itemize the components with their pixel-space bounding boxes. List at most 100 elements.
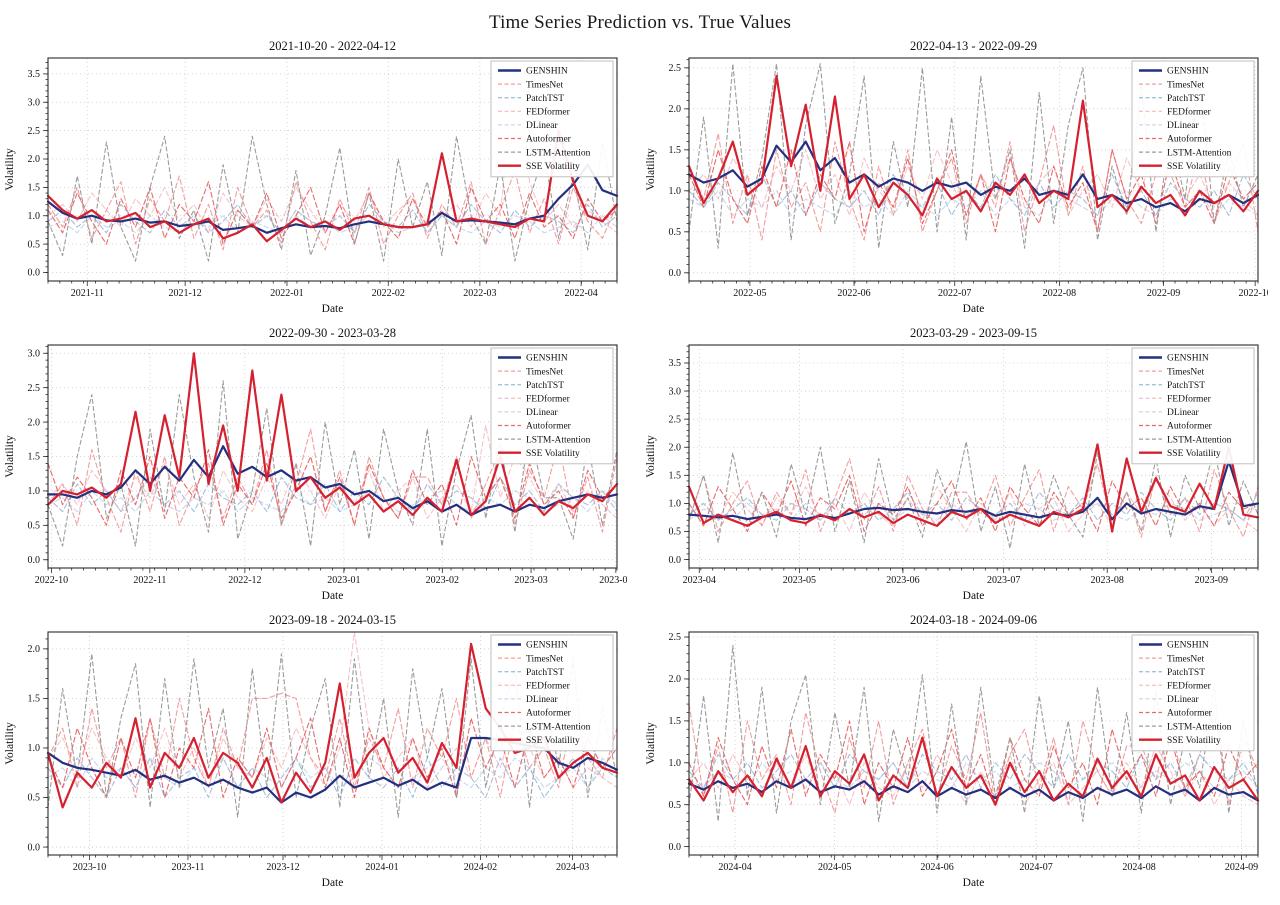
x-tick-label: 2023-11	[171, 862, 204, 873]
legend-item: Autoformer	[498, 421, 572, 432]
y-tick-label: 2.0	[28, 417, 41, 428]
series-line-sse-volatility	[687, 74, 1260, 217]
legend-item: SSE Volatility	[498, 449, 580, 459]
y-axis-label: Volatility	[4, 148, 16, 191]
axis-ticks	[43, 638, 618, 860]
legend-label: SSE Volatility	[526, 449, 580, 459]
legend-item: Autoformer	[1139, 134, 1213, 145]
legend-item: TimesNet	[1139, 654, 1204, 664]
subplot-4: 0.0 0.5 1.0 1.5 2.0 2.5 3.0 3.5 2023-04 2023-05 20…	[643, 325, 1278, 610]
series-line-patchtst	[47, 203, 618, 234]
legend-item: DLinear	[498, 408, 558, 418]
y-tick-label: 2.0	[669, 442, 682, 453]
legend-label: PatchTST	[1167, 668, 1205, 678]
x-axis-label: Date	[322, 877, 344, 889]
x-tick-label: 2023-06	[886, 575, 919, 586]
series-line-dlinear	[47, 490, 618, 513]
legend-label: SSE Volatility	[1167, 162, 1221, 172]
legend-label: LSTM-Attention	[526, 148, 591, 158]
legend-item: SSE Volatility	[1139, 736, 1221, 746]
y-tick-label: 1.0	[669, 758, 682, 769]
series-line-autoformer	[47, 181, 618, 245]
axis-ticks	[684, 345, 1259, 573]
legend-item: Autoformer	[498, 708, 572, 719]
x-tick-label: 2023-02	[426, 575, 459, 586]
axis-ticks	[684, 59, 1259, 286]
series-line-timesnet	[688, 457, 1259, 538]
x-tick-label: 2024-02	[464, 862, 497, 873]
legend-label: FEDformer	[526, 681, 571, 692]
x-tick-label: 2022-04	[564, 288, 597, 299]
legend: GENSHIN TimesNet PatchTST FEDformer DLinear A…	[490, 60, 614, 178]
legend-label: Autoformer	[1167, 421, 1213, 432]
y-tick-label: 1.0	[669, 186, 682, 197]
legend-label: LSTM-Attention	[526, 435, 591, 445]
legend-item: TimesNet	[1139, 367, 1204, 377]
y-tick-label: 1.5	[28, 694, 41, 705]
y-tick-label: 1.0	[669, 499, 682, 510]
x-axis-label: Date	[963, 877, 985, 889]
legend-label: GENSHIN	[1167, 67, 1209, 77]
series-line-sse-volatility	[687, 736, 1260, 806]
y-axis-label: Volatility	[645, 148, 657, 191]
legend-item: DLinear	[1139, 695, 1199, 705]
legend-item: TimesNet	[498, 80, 563, 90]
legend-label: Autoformer	[526, 421, 572, 432]
x-tick-label: 2024-06	[920, 862, 953, 873]
legend-item: LSTM-Attention	[1139, 148, 1232, 158]
x-tick-label: 2022-08	[1043, 288, 1076, 299]
legend-label: LSTM-Attention	[526, 722, 591, 732]
subplot-canvas: 0.0 0.5 1.0 1.5 2.0 2023-10 2023-11 2023-12 2024…	[4, 613, 619, 889]
x-tick-label: 2022-06	[837, 288, 870, 299]
legend-label: PatchTST	[526, 381, 564, 391]
legend-item: PatchTST	[1139, 668, 1205, 678]
legend-label: TimesNet	[526, 80, 563, 90]
x-tick-label: 2023-09	[1195, 575, 1228, 586]
legend-item: PatchTST	[498, 668, 564, 678]
series-line-timesnet	[47, 428, 618, 533]
legend-item: GENSHIN	[498, 641, 568, 651]
x-tick-label: 2023-10	[73, 862, 106, 873]
legend-label: TimesNet	[1167, 80, 1204, 90]
legend-label: SSE Volatility	[1167, 449, 1221, 459]
legend-label: SSE Volatility	[526, 736, 580, 746]
legend-item: SSE Volatility	[498, 162, 580, 172]
x-tick-label: 2024-09	[1225, 862, 1258, 873]
legend-label: TimesNet	[1167, 367, 1204, 377]
legend-label: FEDformer	[1167, 681, 1212, 692]
legend-label: TimesNet	[526, 367, 563, 377]
x-tick-label: 2024-07	[1019, 862, 1052, 873]
legend-label: SSE Volatility	[1167, 736, 1221, 746]
legend-label: GENSHIN	[526, 641, 568, 651]
subplot-1: 0.0 0.5 1.0 1.5 2.0 2.5 3.0 3.5 2021-11 2021-12 20…	[2, 38, 637, 323]
legend-box	[1131, 347, 1255, 465]
subplot-canvas: 0.0 0.5 1.0 1.5 2.0 2.5 3.0 2022-10 2022-11 2022-…	[4, 326, 633, 602]
legend-label: DLinear	[526, 121, 558, 131]
legend-item: FEDformer	[1139, 681, 1212, 692]
x-axis-label: Date	[963, 303, 985, 315]
y-tick-label: 1.5	[28, 452, 41, 463]
series-line-genshin	[46, 445, 619, 517]
series-line-autoformer	[688, 141, 1259, 233]
legend-item: LSTM-Attention	[1139, 722, 1232, 732]
legend-label: PatchTST	[1167, 94, 1205, 104]
legend-item: DLinear	[1139, 408, 1199, 418]
series-line-lstm-attention	[688, 441, 1259, 549]
legend-label: PatchTST	[526, 94, 564, 104]
y-tick-label: 2.5	[28, 126, 41, 137]
y-tick-label: 2.5	[28, 383, 41, 394]
legend-label: FEDformer	[526, 394, 571, 405]
legend-item: FEDformer	[498, 681, 571, 692]
x-tick-label: 2023-04	[683, 575, 716, 586]
legend-item: LSTM-Attention	[498, 148, 591, 158]
x-tick-label: 2023-08	[1091, 575, 1124, 586]
legend-box	[1131, 634, 1255, 752]
x-tick-label: 2022-10	[1238, 288, 1268, 299]
y-axis-label: Volatility	[4, 435, 16, 478]
legend-label: PatchTST	[526, 668, 564, 678]
x-tick-label: 2022-03	[463, 288, 496, 299]
legend-item: LSTM-Attention	[498, 435, 591, 445]
series-line-fedformer	[688, 745, 1259, 806]
y-axis-label: Volatility	[4, 722, 16, 765]
